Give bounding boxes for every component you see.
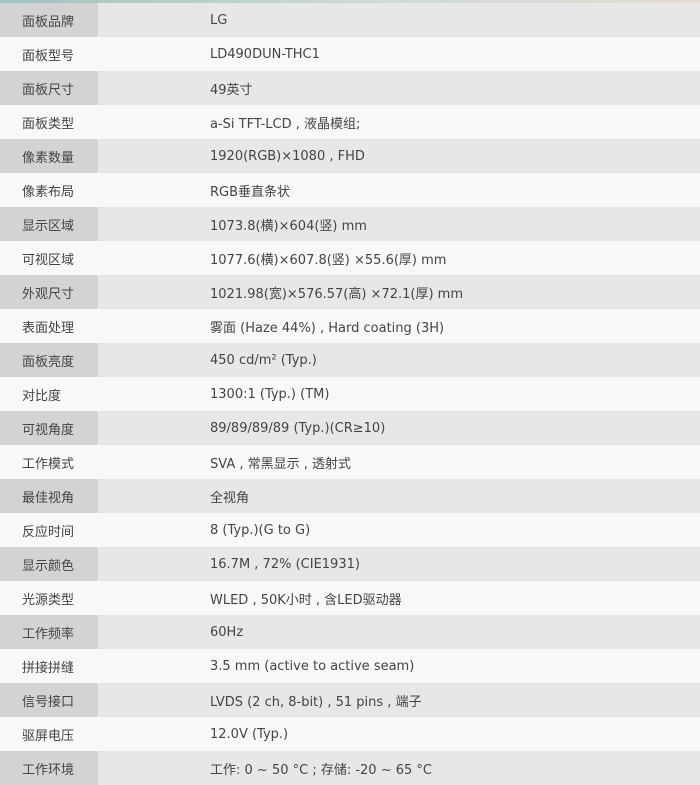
- spec-value: 89/89/89/89 (Typ.)(CR≥10): [210, 420, 386, 436]
- spec-row: 面板类型 a-Si TFT-LCD , 液晶模组;: [0, 105, 700, 139]
- spec-label: 工作模式: [22, 456, 75, 472]
- spec-row: 显示颜色 16.7M , 72% (CIE1931): [0, 547, 700, 581]
- spec-row: 外观尺寸 1021.98(宽)×576.57(高) ×72.1(厚) mm: [0, 275, 700, 309]
- spec-label: 对比度: [22, 388, 62, 404]
- spec-label: 显示区域: [0, 207, 98, 241]
- spec-label: 显示颜色: [0, 547, 98, 581]
- spec-row: 像素布局 RGB垂直条状: [0, 173, 700, 207]
- spec-row: 面板尺寸 49英寸: [0, 71, 700, 105]
- spec-row: 拼接拼缝 3.5 mm (active to active seam): [0, 649, 700, 683]
- spec-row: 像素数量 1920(RGB)×1080 , FHD: [0, 139, 700, 173]
- spec-label: 驱屏电压: [22, 728, 75, 744]
- spec-label: 工作环境: [0, 751, 98, 785]
- spec-value: 全视角: [210, 490, 250, 506]
- spec-value: 1021.98(宽)×576.57(高) ×72.1(厚) mm: [210, 286, 463, 302]
- spec-label: 面板品牌: [0, 3, 98, 37]
- spec-row: 驱屏电压 12.0V (Typ.): [0, 717, 700, 751]
- spec-label: 反应时间: [22, 524, 75, 540]
- spec-value: 3.5 mm (active to active seam): [210, 658, 415, 674]
- spec-row: 显示区域 1073.8(横)×604(竖) mm: [0, 207, 700, 241]
- spec-table: 面板品牌 LG 面板型号 LD490DUN-THC1 面板尺寸 49英寸面板类型 a-Si …: [0, 3, 700, 785]
- spec-label: 外观尺寸: [0, 275, 98, 309]
- spec-row: 工作环境 工作: 0 ~ 50 °C ; 存储: -20 ~ 65 °C: [0, 751, 700, 785]
- spec-value: 工作: 0 ~ 50 °C ; 存储: -20 ~ 65 °C: [210, 762, 432, 778]
- spec-row: 面板型号 LD490DUN-THC1: [0, 37, 700, 71]
- spec-label: 表面处理: [22, 320, 75, 336]
- spec-value: 8 (Typ.)(G to G): [210, 522, 311, 538]
- spec-label: 光源类型: [22, 592, 75, 608]
- spec-value: SVA , 常黑显示 , 透射式: [210, 456, 352, 472]
- spec-label: 信号接口: [0, 683, 98, 717]
- spec-label: 像素数量: [0, 139, 98, 173]
- spec-label: 面板类型: [22, 116, 75, 132]
- spec-label: 拼接拼缝: [22, 660, 75, 676]
- spec-label: 面板型号: [22, 48, 75, 64]
- spec-value: LG: [210, 12, 228, 28]
- spec-row: 对比度 1300:1 (Typ.) (TM): [0, 377, 700, 411]
- spec-value: 1073.8(横)×604(竖) mm: [210, 218, 367, 234]
- spec-value: 60Hz: [210, 624, 244, 640]
- spec-row: 反应时间 8 (Typ.)(G to G): [0, 513, 700, 547]
- spec-row: 表面处理 雾面 (Haze 44%) , Hard coating (3H): [0, 309, 700, 343]
- spec-label: 可视角度: [0, 411, 98, 445]
- spec-label: 面板尺寸: [0, 71, 98, 105]
- spec-row: 光源类型 WLED , 50K小时 , 含LED驱动器: [0, 581, 700, 615]
- spec-value: 12.0V (Typ.): [210, 726, 289, 742]
- spec-value: 16.7M , 72% (CIE1931): [210, 556, 360, 572]
- spec-value: LVDS (2 ch, 8-bit) , 51 pins , 端子: [210, 694, 422, 710]
- spec-value: 1300:1 (Typ.) (TM): [210, 386, 330, 402]
- spec-row: 工作模式 SVA , 常黑显示 , 透射式: [0, 445, 700, 479]
- spec-label: 工作频率: [0, 615, 98, 649]
- spec-label: 最佳视角: [0, 479, 98, 513]
- spec-value: LD490DUN-THC1: [210, 46, 320, 62]
- spec-label: 像素布局: [22, 184, 75, 200]
- spec-label: 面板亮度: [0, 343, 98, 377]
- top-accent-line: [0, 0, 700, 3]
- spec-label: 可视区域: [22, 252, 75, 268]
- spec-row: 最佳视角 全视角: [0, 479, 700, 513]
- spec-value: RGB垂直条状: [210, 184, 291, 200]
- spec-row: 工作频率 60Hz: [0, 615, 700, 649]
- spec-value: 49英寸: [210, 82, 253, 98]
- spec-row: 信号接口 LVDS (2 ch, 8-bit) , 51 pins , 端子: [0, 683, 700, 717]
- spec-row: 面板品牌 LG: [0, 3, 700, 37]
- spec-row: 面板亮度 450 cd/m² (Typ.): [0, 343, 700, 377]
- spec-value: 1920(RGB)×1080 , FHD: [210, 148, 365, 164]
- spec-value: a-Si TFT-LCD , 液晶模组;: [210, 116, 361, 132]
- spec-value: 1077.6(横)×607.8(竖) ×55.6(厚) mm: [210, 252, 447, 268]
- spec-row: 可视角度 89/89/89/89 (Typ.)(CR≥10): [0, 411, 700, 445]
- spec-value: 450 cd/m² (Typ.): [210, 352, 317, 368]
- spec-value: 雾面 (Haze 44%) , Hard coating (3H): [210, 320, 445, 336]
- spec-row: 可视区域 1077.6(横)×607.8(竖) ×55.6(厚) mm: [0, 241, 700, 275]
- spec-value: WLED , 50K小时 , 含LED驱动器: [210, 592, 402, 608]
